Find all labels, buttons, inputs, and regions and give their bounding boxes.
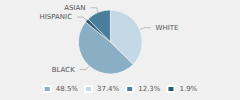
- svg-text:12.3%: 12.3%: [138, 85, 161, 93]
- svg-text:ASIAN: ASIAN: [64, 4, 85, 12]
- svg-text:BLACK: BLACK: [52, 66, 75, 74]
- svg-text:WHITE: WHITE: [156, 24, 179, 32]
- svg-text:37.4%: 37.4%: [97, 85, 120, 93]
- svg-text:1.9%: 1.9%: [179, 85, 197, 93]
- svg-text:48.5%: 48.5%: [56, 85, 79, 93]
- svg-text:HISPANIC: HISPANIC: [40, 13, 73, 21]
